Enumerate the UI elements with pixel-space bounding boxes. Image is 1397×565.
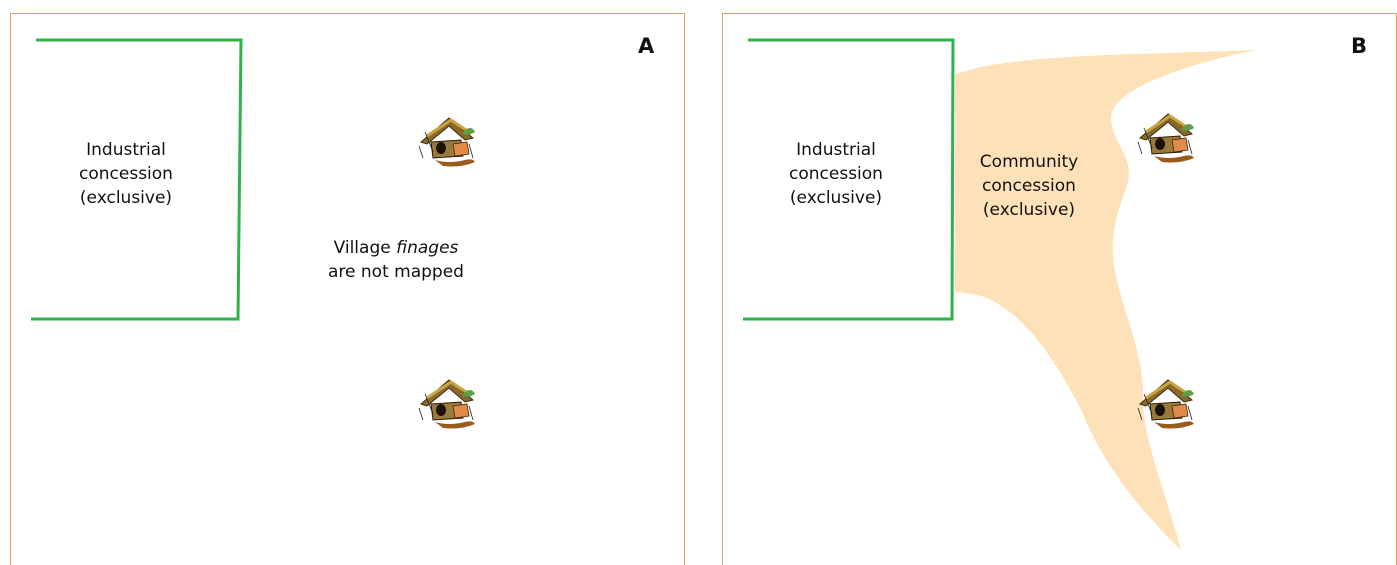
- village-hut-icon: [1137, 113, 1194, 163]
- label-line: (exclusive): [982, 200, 1076, 220]
- panel-b-map: [743, 38, 1257, 550]
- panel-b: B Industrial concession (exclusive) Comm…: [722, 13, 1397, 565]
- community-concession-area: [955, 50, 1257, 550]
- label-line: Industrial: [86, 140, 166, 160]
- label-line: concession: [79, 164, 173, 184]
- village-finages-note: Village finages are not mapped: [311, 236, 481, 284]
- village-hut-icon: [418, 117, 475, 167]
- label-line: Industrial: [796, 140, 876, 160]
- panel-a: A Industrial concession (exclusive) Vill…: [10, 13, 685, 565]
- panel-letter: B: [1351, 34, 1368, 58]
- label-line: Village finages: [311, 236, 481, 260]
- label-line: (exclusive): [789, 188, 883, 208]
- panel-a-map: [31, 38, 243, 321]
- panel-letter: A: [638, 34, 655, 58]
- label-line: concession: [982, 176, 1076, 196]
- label-line: concession: [789, 164, 883, 184]
- village-hut-icon: [1137, 379, 1194, 429]
- industrial-concession-label: Industrial concession (exclusive): [63, 138, 189, 210]
- note-italic: finages: [396, 238, 459, 258]
- label-line: (exclusive): [79, 188, 173, 208]
- community-concession-label: Community concession (exclusive): [964, 150, 1094, 222]
- note-prefix: Village: [333, 238, 397, 258]
- label-line: Community: [979, 152, 1079, 172]
- label-line: are not mapped: [328, 262, 464, 282]
- industrial-concession-boundary: [31, 38, 243, 321]
- village-hut-icon: [418, 379, 475, 429]
- industrial-concession-boundary: [743, 38, 955, 321]
- industrial-concession-label: Industrial concession (exclusive): [773, 138, 899, 210]
